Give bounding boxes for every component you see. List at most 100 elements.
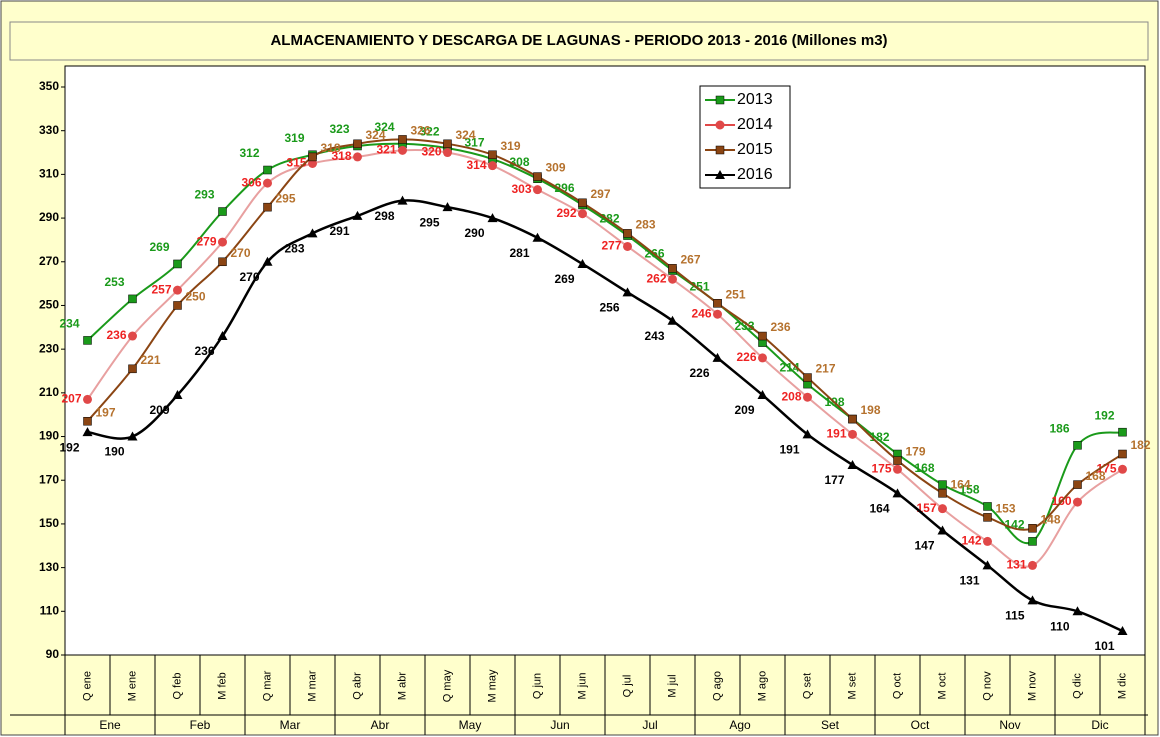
data-label: 298 [374, 209, 394, 223]
data-label: 164 [951, 478, 971, 492]
group-label: Feb [190, 718, 211, 732]
data-point [353, 139, 362, 149]
data-label: 290 [464, 226, 484, 240]
legend-label: 2014 [737, 116, 773, 133]
data-point [127, 431, 138, 441]
data-point [308, 152, 317, 162]
data-point [1073, 497, 1082, 507]
data-point [218, 257, 227, 267]
data-point [758, 353, 767, 363]
data-label: 221 [141, 353, 161, 367]
data-label: 309 [546, 161, 566, 175]
data-point [533, 185, 542, 195]
x-tick-label: M nov [1026, 671, 1038, 701]
y-tick-label: 310 [39, 167, 59, 181]
series-line [86, 138, 1124, 531]
data-label: 207 [61, 392, 81, 406]
series-line [86, 149, 1124, 568]
x-tick-label: M oct [936, 673, 948, 700]
x-tick-label: M jul [666, 674, 678, 697]
data-label: 306 [241, 175, 261, 189]
data-label: 297 [591, 187, 611, 201]
data-label: 320 [421, 145, 441, 159]
data-label: 175 [871, 461, 891, 475]
data-label: 322 [419, 124, 439, 138]
data-label: 182 [1131, 438, 1151, 452]
data-label: 236 [106, 328, 126, 342]
y-tick-label: 230 [39, 341, 59, 355]
y-tick-label: 330 [39, 123, 59, 137]
data-label: 168 [914, 461, 934, 475]
data-label: 208 [781, 389, 801, 403]
data-label: 281 [509, 246, 529, 260]
data-label: 191 [826, 427, 846, 441]
legend-marker [715, 145, 725, 155]
data-point [488, 161, 497, 171]
data-label: 226 [736, 350, 756, 364]
x-tick-label: Q dic [1071, 673, 1083, 699]
data-point [938, 504, 947, 514]
data-label: 236 [771, 320, 791, 334]
group-label: May [459, 718, 482, 732]
data-point [712, 352, 723, 362]
data-label: 318 [321, 141, 341, 155]
data-label: 283 [636, 218, 656, 232]
data-point [398, 145, 407, 155]
data-label: 243 [644, 329, 664, 343]
data-label: 319 [501, 139, 521, 153]
data-point [847, 459, 858, 469]
data-label: 250 [186, 290, 206, 304]
legend-label: 2015 [737, 141, 773, 158]
data-point [1073, 480, 1082, 489]
x-tick-label: Q oct [891, 673, 903, 699]
data-label: 177 [824, 473, 844, 487]
data-label: 315 [286, 156, 306, 170]
plot-area [64, 65, 1146, 656]
data-point [1028, 524, 1037, 533]
data-label: 279 [196, 234, 216, 248]
data-label: 318 [331, 149, 351, 163]
series-line [86, 142, 1123, 545]
x-tick-label: M set [846, 673, 858, 700]
data-label: 293 [194, 188, 214, 202]
data-label: 101 [1094, 639, 1114, 653]
data-point [352, 210, 363, 220]
data-label: 147 [914, 539, 934, 553]
data-point [892, 488, 903, 498]
data-point [802, 429, 813, 439]
data-point [1117, 625, 1128, 635]
data-point [83, 336, 92, 345]
legend-marker [715, 120, 725, 130]
x-tick-label: Q abr [351, 672, 363, 700]
data-point [1118, 464, 1127, 474]
y-tick-label: 110 [40, 603, 60, 617]
y-tick-label: 270 [39, 254, 59, 268]
y-tick-label: 250 [39, 298, 59, 312]
data-point [1118, 449, 1127, 459]
group-label: Set [821, 718, 840, 732]
data-label: 292 [556, 206, 576, 220]
data-label: 110 [1050, 619, 1070, 633]
y-tick-label: 350 [39, 79, 59, 93]
data-label: 246 [691, 306, 711, 320]
data-point [173, 285, 182, 295]
chart-title: ALMACENAMIENTO Y DESCARGA DE LAGUNAS - P… [270, 32, 887, 49]
data-point [983, 513, 992, 522]
data-point [758, 331, 767, 341]
data-label: 234 [59, 317, 79, 331]
y-tick-label: 90 [46, 647, 60, 661]
legend: 2013 2014 2015 2016 [699, 85, 791, 189]
legend-box [699, 85, 791, 189]
legend-marker [715, 170, 725, 179]
data-label: 226 [689, 366, 709, 380]
data-point [263, 165, 272, 175]
data-point [442, 202, 453, 212]
x-tick-label: Q jun [531, 673, 543, 699]
data-label: 251 [689, 279, 709, 293]
data-point [533, 172, 542, 181]
data-point [938, 489, 947, 498]
data-point [623, 241, 632, 251]
y-tick-label: 190 [39, 429, 59, 443]
data-label: 319 [284, 131, 304, 145]
